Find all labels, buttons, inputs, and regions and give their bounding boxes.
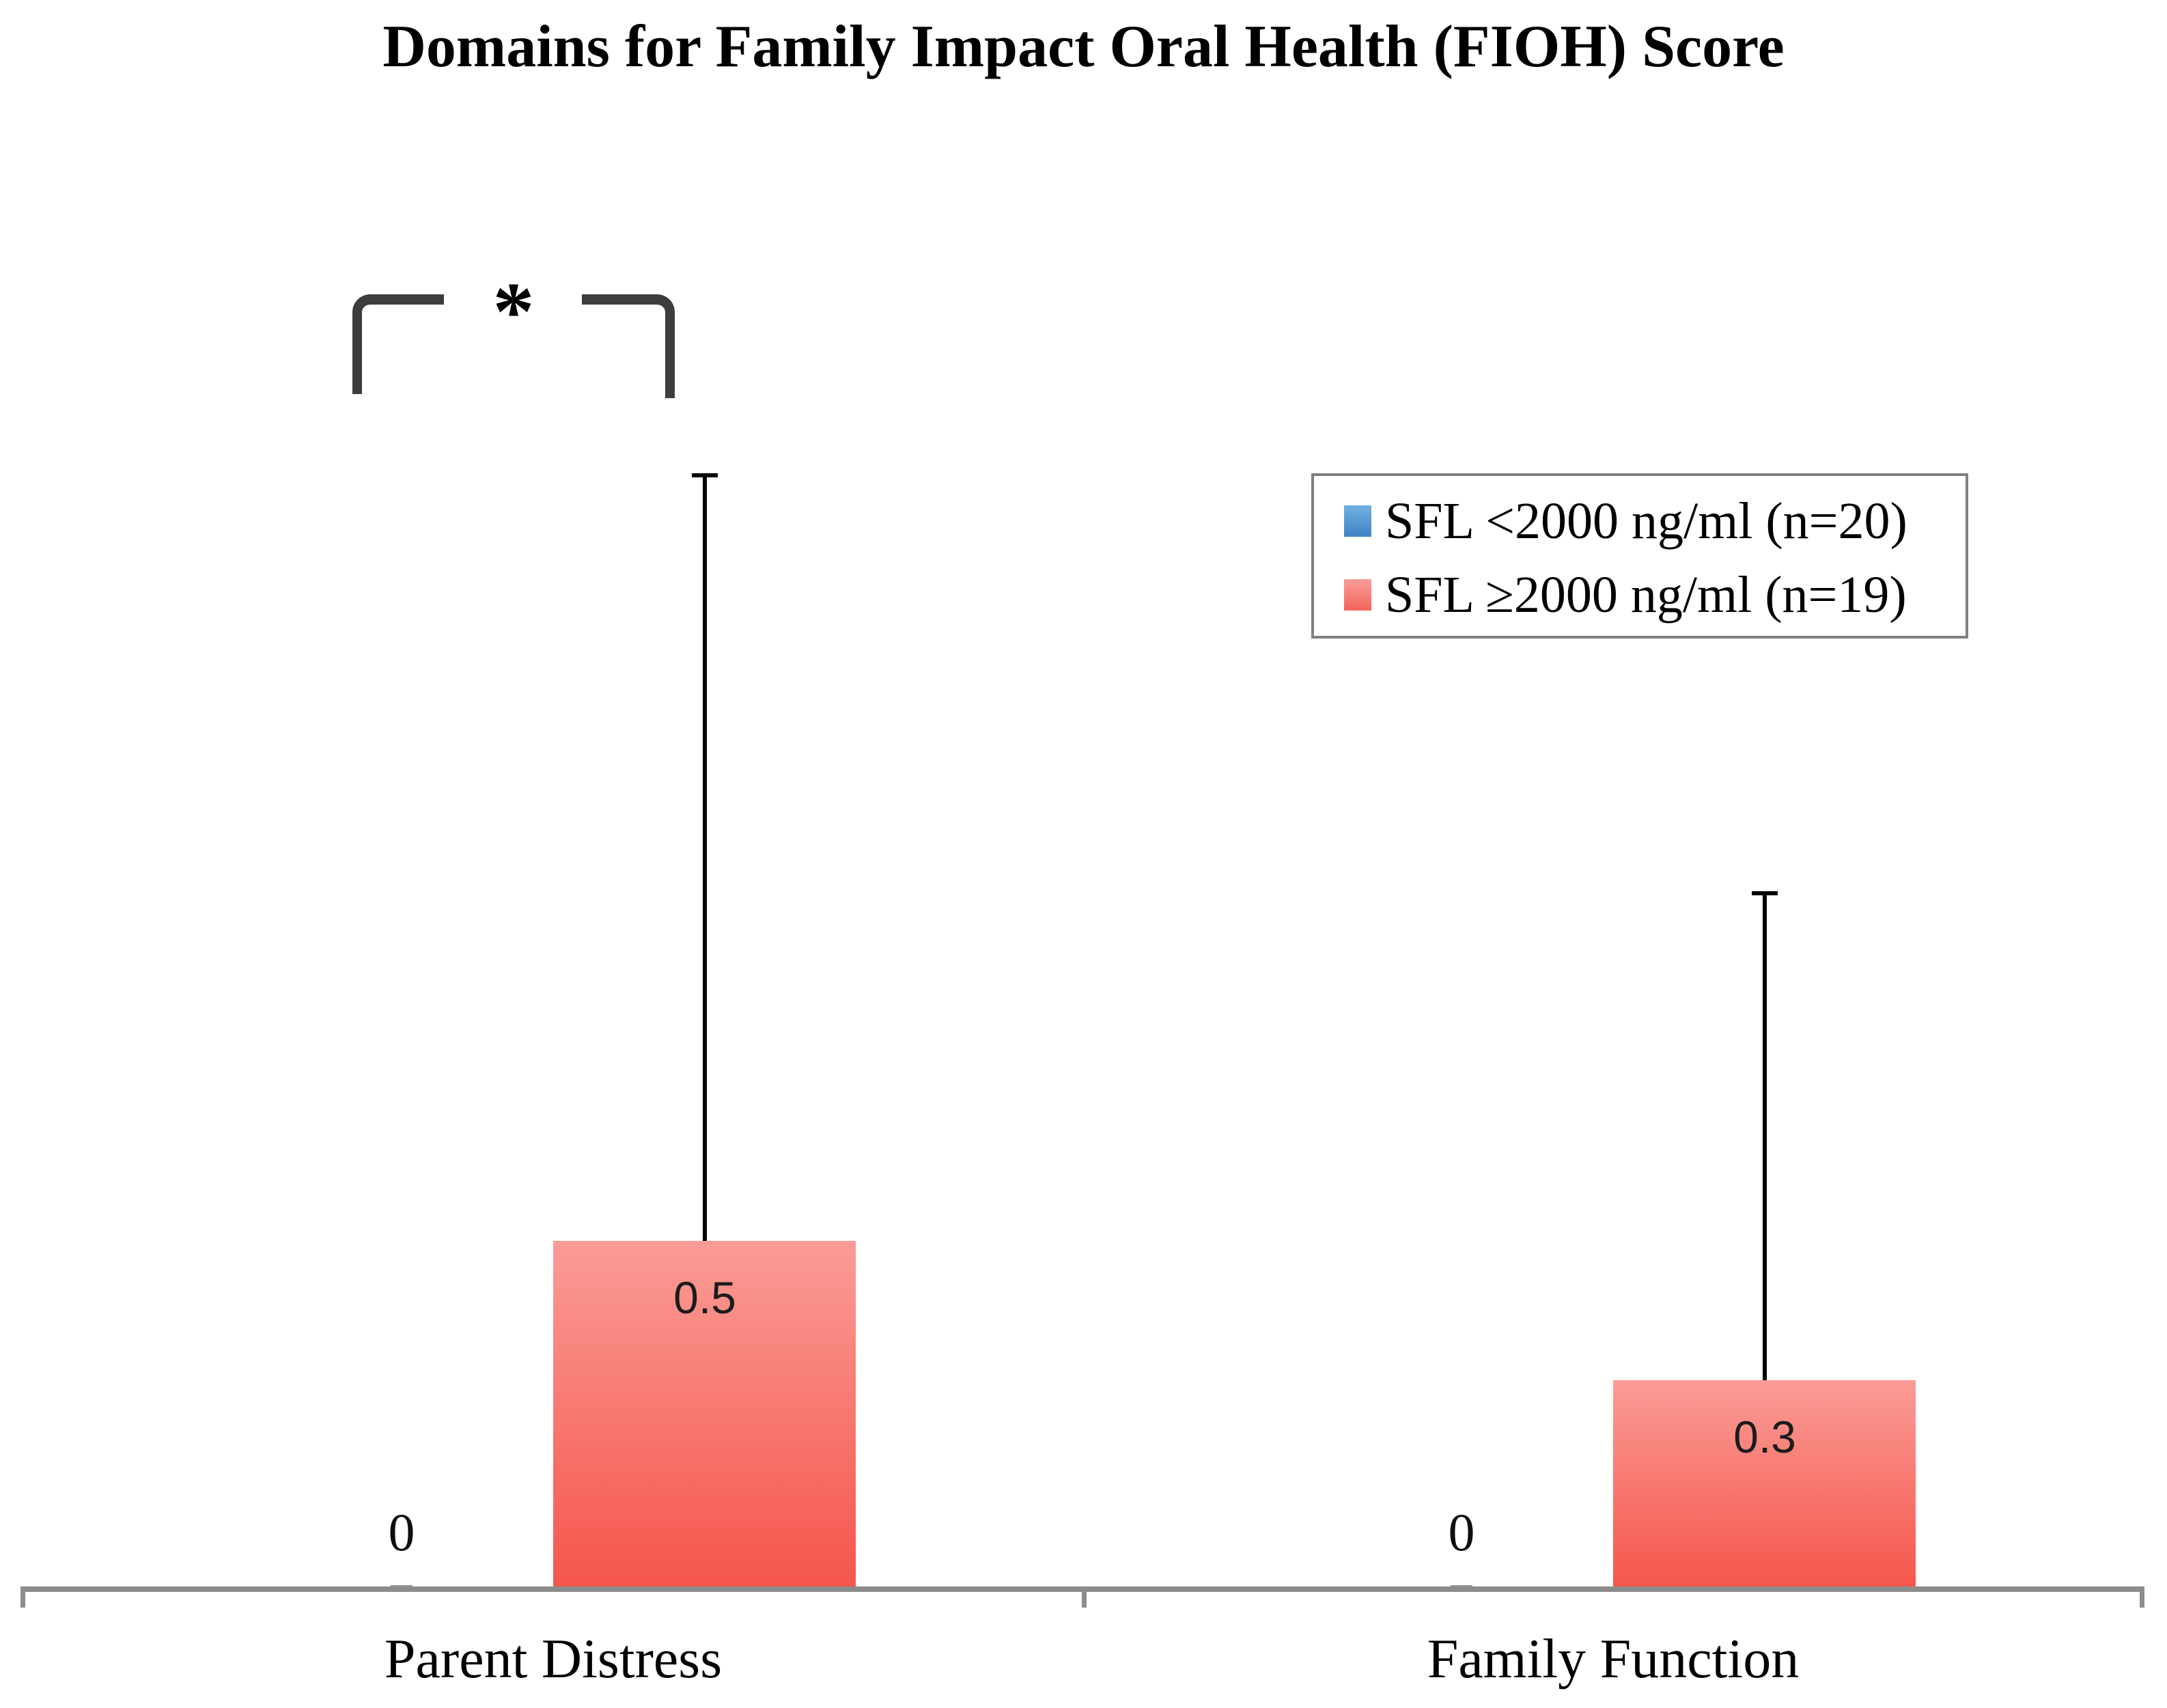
- legend-item-label-0: SFL <2000 ng/ml (n=20): [1385, 492, 1907, 550]
- significance-bracket-right: [582, 294, 675, 398]
- bar-red-0: [553, 1241, 856, 1589]
- chart-title: Domains for Family Impact Oral Health (F…: [382, 14, 1785, 80]
- significance-bracket-left: [352, 294, 444, 394]
- value-label-red-0: 0.5: [673, 1272, 736, 1323]
- error-bar-line-0: [703, 475, 707, 1245]
- legend-swatch-red-icon: [1344, 579, 1371, 611]
- x-axis-tick-right: [2140, 1589, 2144, 1608]
- error-bar-line-1: [1763, 893, 1767, 1384]
- legend-item-label-1: SFL ≥2000 ng/ml (n=19): [1385, 566, 1907, 624]
- legend-item: SFL <2000 ng/ml (n=20): [1314, 484, 1966, 558]
- bar-red-1: [1613, 1380, 1916, 1589]
- category-label-0: Parent Distress: [384, 1627, 723, 1690]
- value-label-red-1: 0.3: [1733, 1412, 1796, 1462]
- error-bar-cap-1: [1752, 891, 1778, 895]
- x-axis-tick-left: [20, 1589, 25, 1608]
- legend: SFL <2000 ng/ml (n=20) SFL ≥2000 ng/ml (…: [1311, 473, 1968, 639]
- category-label-1: Family Function: [1427, 1627, 1800, 1690]
- legend-item: SFL ≥2000 ng/ml (n=19): [1314, 558, 1966, 632]
- significance-asterisk: *: [492, 266, 535, 358]
- error-bar-cap-0: [692, 473, 718, 477]
- legend-swatch-blue-icon: [1344, 505, 1371, 537]
- x-axis-tick-middle: [1082, 1589, 1087, 1608]
- value-label-blue-1: 0: [1448, 1502, 1475, 1562]
- value-label-blue-0: 0: [388, 1502, 415, 1562]
